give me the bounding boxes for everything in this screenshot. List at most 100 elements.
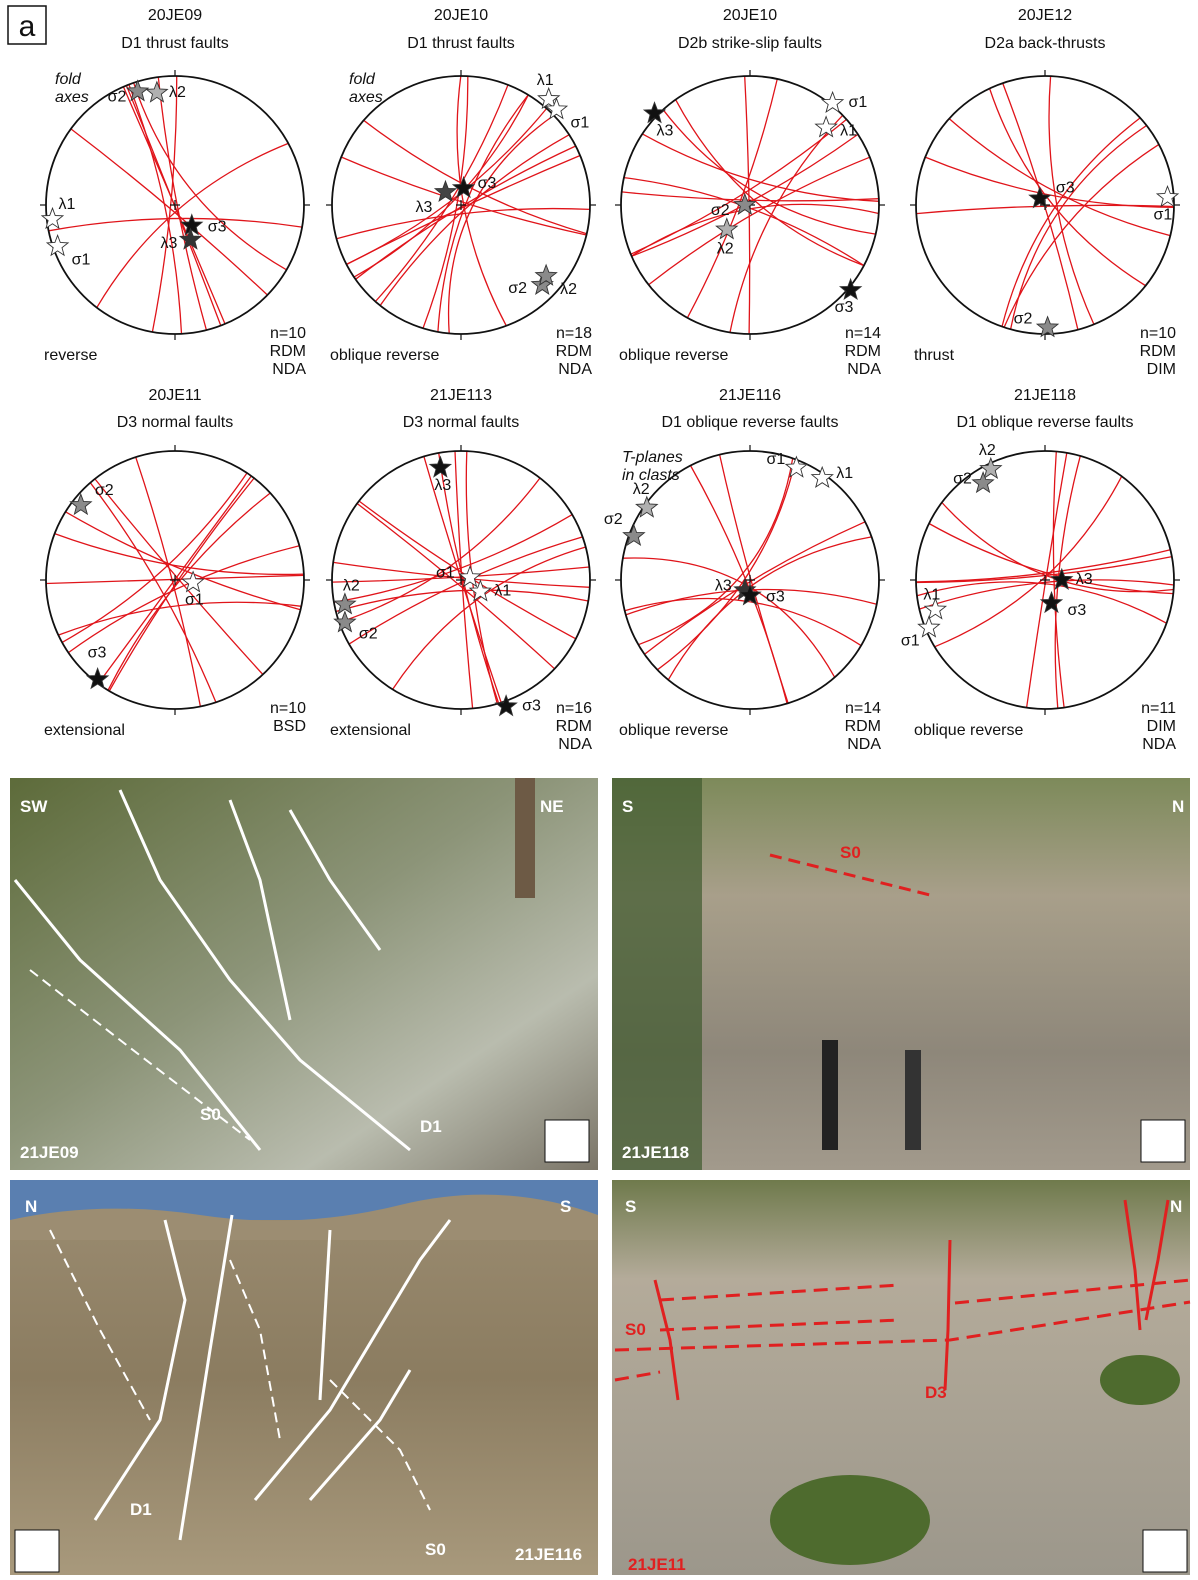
stress-axis-star — [147, 82, 168, 102]
great-circle — [657, 459, 795, 669]
orientation: S — [622, 797, 633, 816]
regime: oblique reverse — [330, 347, 440, 364]
star-label: σ2 — [953, 470, 972, 487]
great-circle — [158, 77, 206, 330]
note: fold — [349, 71, 376, 88]
annotation: D1 — [130, 1500, 152, 1519]
stats: DIM — [1147, 361, 1176, 378]
note: T-planes — [622, 449, 683, 466]
stats: NDA — [558, 361, 592, 378]
star-label: σ3 — [522, 697, 541, 714]
great-circle — [357, 504, 554, 669]
annotation: D3 — [925, 1383, 947, 1402]
stats: n=14 — [845, 325, 881, 342]
orientation: N — [25, 1197, 37, 1216]
orientation: NE — [540, 797, 564, 816]
stats: n=10 — [270, 700, 306, 717]
stress-axis-star — [87, 668, 108, 688]
stress-axis-star — [1041, 592, 1062, 612]
star-label: λ3 — [160, 235, 177, 252]
orientation: S — [560, 1197, 571, 1216]
stats: NDA — [272, 361, 306, 378]
stereonet-title: D1 oblique reverse faults — [957, 414, 1134, 431]
annotation: S0 — [200, 1105, 221, 1124]
stats: RDM — [1140, 343, 1176, 360]
great-circle — [95, 479, 263, 675]
star-label: σ3 — [208, 219, 227, 236]
star-label: σ2 — [1014, 311, 1033, 328]
star-label: σ1 — [436, 564, 455, 581]
stats: RDM — [556, 718, 592, 735]
photo-b: SW NE S0 D1 21JE09 b — [10, 778, 598, 1170]
note: axes — [349, 89, 383, 106]
orientation: S — [625, 1197, 636, 1216]
star-label: σ3 — [88, 644, 107, 661]
stereonet: 21JE118D1 oblique reverse faultsλ2σ2λ3σ3… — [901, 387, 1180, 753]
stereonet-title: D1 thrust faults — [407, 35, 515, 52]
star-label: λ2 — [343, 578, 360, 595]
great-circle — [354, 95, 528, 277]
stats: n=14 — [845, 700, 881, 717]
great-circle — [336, 590, 588, 611]
person — [822, 1040, 838, 1150]
great-circle — [58, 602, 301, 635]
stats: n=18 — [556, 325, 592, 342]
stats: NDA — [1142, 736, 1176, 753]
great-circle — [49, 218, 303, 230]
stats: n=11 — [1141, 700, 1176, 717]
star-label: λ3 — [434, 477, 451, 494]
regime: oblique reverse — [914, 722, 1024, 739]
star-label: σ3 — [766, 588, 785, 605]
site-label: 20JE11 — [148, 387, 201, 404]
note: fold — [55, 71, 82, 88]
stats: n=10 — [270, 325, 306, 342]
great-circle — [730, 115, 843, 332]
stereonet-title: D3 normal faults — [117, 414, 234, 431]
great-circle — [339, 478, 540, 622]
star-label: σ3 — [835, 299, 854, 316]
star-label: σ1 — [570, 115, 589, 132]
panel-label: c — [1158, 1137, 1167, 1156]
shrub — [1100, 1355, 1180, 1405]
annotation: S0 — [425, 1540, 446, 1559]
stress-axis-star — [840, 279, 861, 299]
star-label: σ3 — [478, 175, 497, 192]
star-label: σ1 — [1154, 206, 1173, 223]
star-label: λ1 — [58, 196, 75, 213]
panel-label: b — [562, 1137, 572, 1156]
sample-id: 21JE116 — [515, 1545, 582, 1564]
regime: reverse — [44, 347, 97, 364]
great-circle — [337, 209, 590, 239]
star-label: λ3 — [416, 199, 433, 216]
regime: extensional — [330, 722, 411, 739]
sample-id: 21JE09 — [20, 1143, 79, 1162]
stats: RDM — [556, 343, 592, 360]
vegetation — [612, 778, 702, 1170]
stress-axis-star — [812, 467, 833, 487]
great-circle — [649, 157, 870, 285]
great-circle — [66, 512, 301, 610]
stress-axis-star — [70, 494, 91, 514]
site-label: 21JE116 — [719, 387, 781, 404]
stats: NDA — [847, 361, 881, 378]
stress-axis-star — [973, 472, 994, 492]
star-label: σ3 — [1056, 180, 1075, 197]
great-circle — [109, 478, 254, 691]
great-circle — [668, 537, 871, 680]
orientation: N — [1170, 1197, 1182, 1216]
site-label: 21JE118 — [1014, 387, 1076, 404]
stats: n=10 — [1140, 325, 1176, 342]
site-label: 20JE09 — [148, 7, 202, 24]
star-label: σ2 — [359, 626, 378, 643]
star-label: λ3 — [715, 577, 732, 594]
panel-label: d — [32, 1547, 42, 1566]
star-label: λ2 — [169, 84, 186, 101]
tree — [515, 778, 535, 898]
photo-d: N S D1 S0 21JE116 d — [10, 1180, 598, 1575]
great-circle — [623, 558, 835, 677]
sample-id: 21JE118 — [622, 1143, 689, 1162]
sample-id: 21JE11 — [628, 1555, 686, 1574]
regime: extensional — [44, 722, 125, 739]
